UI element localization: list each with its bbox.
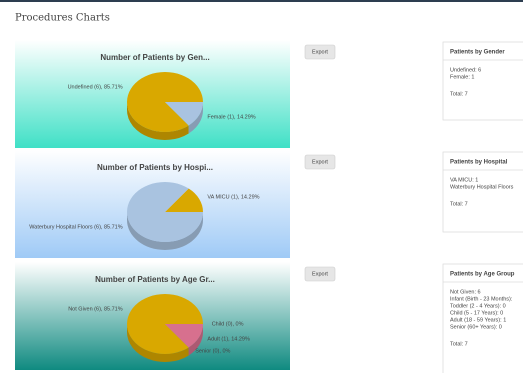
- pie-slice: [165, 324, 203, 348]
- export-button[interactable]: [304, 266, 336, 282]
- card-total: Total: 7: [450, 91, 468, 97]
- card-line: Toddler (2 - 4 Years): 0: [450, 303, 506, 309]
- card-line: VA MICU: 1: [450, 177, 478, 183]
- export-button[interactable]: [304, 44, 336, 60]
- card-line: Female: 1: [450, 74, 474, 80]
- pie-label: Not Given (6), 85.71%: [68, 306, 123, 312]
- card-line: Infant (Birth - 23 Months):: [450, 296, 513, 302]
- top-bar: [0, 0, 523, 2]
- card-total: Total: 7: [450, 341, 468, 347]
- card-line: Undefined: 6: [450, 67, 481, 73]
- pie-side: [127, 324, 189, 363]
- card-line: Not Given: 6: [450, 289, 481, 295]
- pie-label: Adult (1), 14.29%: [207, 336, 250, 342]
- pie-label: VA MICU (1), 14.29%: [207, 194, 259, 200]
- chart-title: Number of Patients by Hospi...: [97, 163, 213, 172]
- export-button[interactable]: [304, 154, 336, 170]
- pie-side: [127, 102, 189, 140]
- summary-card: [442, 151, 523, 233]
- pie-slice: [165, 102, 203, 126]
- pie-label: Waterbury Hospital Floors (6), 85.71%: [29, 224, 122, 230]
- card-line: Adult (18 - 59 Years): 1: [450, 317, 506, 323]
- card-title: Patients by Age Group: [450, 272, 515, 278]
- card-line: Child (5 - 17 Years): 0: [450, 310, 503, 316]
- chart-title: Number of Patients by Gen...: [100, 53, 209, 62]
- pie-label: Undefined (6), 85.71%: [68, 84, 123, 90]
- pie-label: Senior (0), 0%: [195, 348, 230, 354]
- export-label[interactable]: Export: [312, 159, 328, 165]
- summary-card: [442, 41, 523, 121]
- pie-side: [127, 212, 203, 250]
- pie-label: Female (1), 14.29%: [207, 114, 255, 120]
- pie-slice: [126, 182, 203, 243]
- card-line: Waterbury Hospital Floors: [450, 184, 514, 190]
- export-label[interactable]: Export: [312, 49, 328, 55]
- card-title: Patients by Gender: [450, 50, 505, 56]
- pie-side: [188, 102, 203, 134]
- card-line: Senior (60+ Years): 0: [450, 324, 502, 330]
- chart-title: Number of Patients by Age Gr...: [95, 275, 215, 284]
- export-label[interactable]: Export: [312, 271, 328, 277]
- card-total: Total: 7: [450, 201, 468, 207]
- pie-side: [188, 324, 203, 356]
- pie-label: Child (0), 0%: [212, 321, 244, 327]
- page-title: Procedures Charts: [15, 13, 110, 24]
- pie-slice: [165, 188, 203, 212]
- card-title: Patients by Hospital: [450, 160, 508, 166]
